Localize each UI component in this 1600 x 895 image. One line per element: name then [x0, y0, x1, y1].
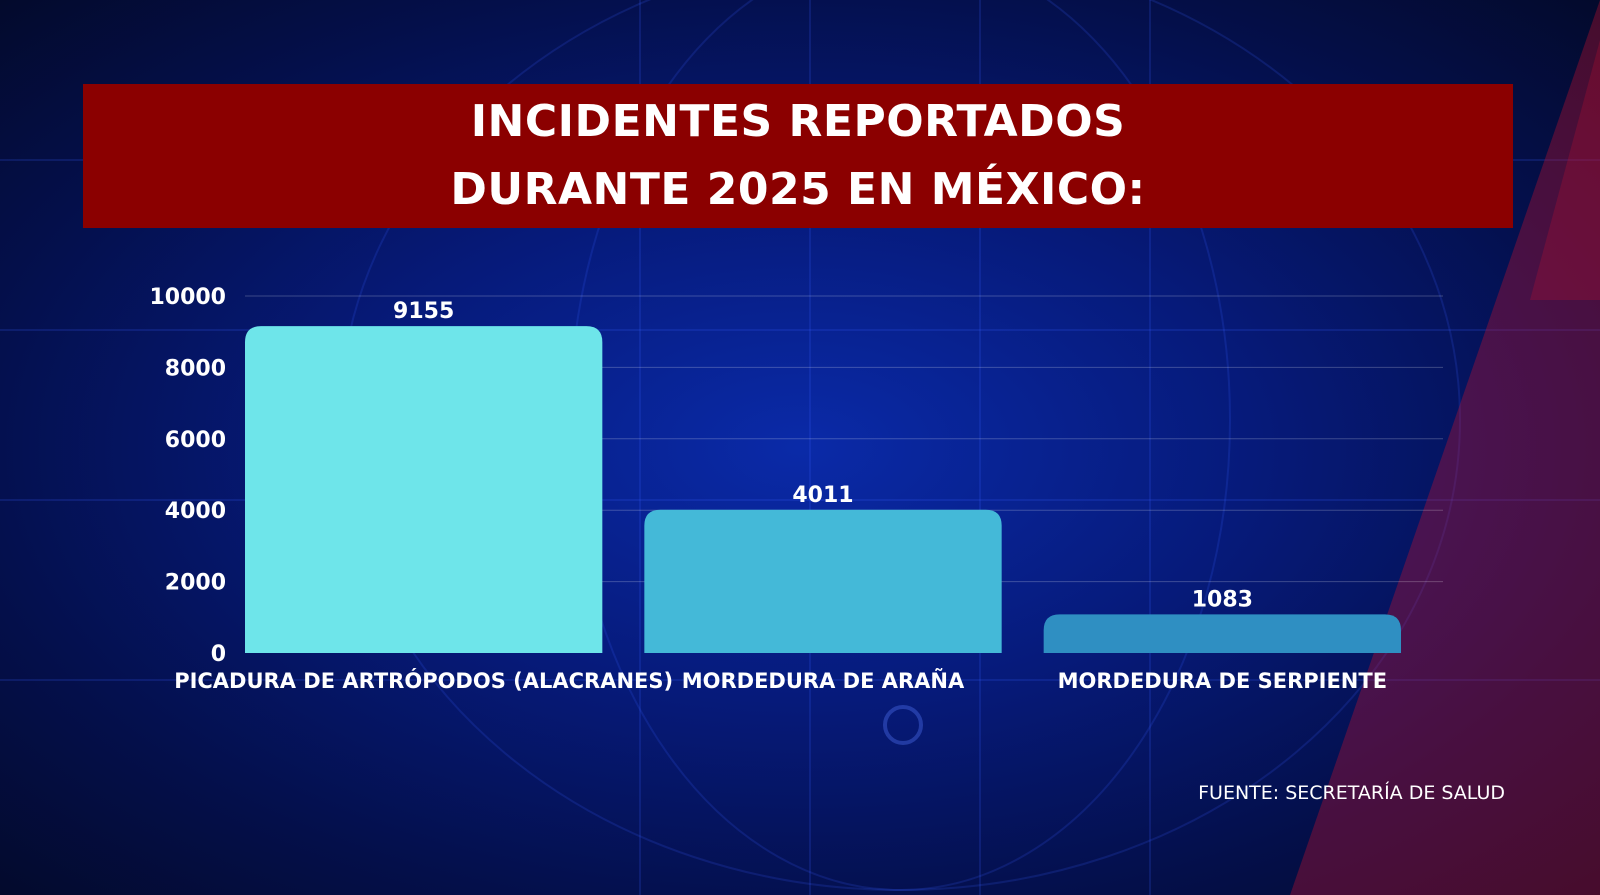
x-tick-label: PICADURA DE ARTRÓPODOS (ALACRANES) — [174, 668, 673, 693]
x-tick-label: MORDEDURA DE SERPIENTE — [1058, 669, 1387, 693]
data-label: 9155 — [393, 299, 454, 324]
title-banner: INCIDENTES REPORTADOS DURANTE 2025 EN MÉ… — [83, 84, 1513, 228]
bar — [644, 509, 1002, 653]
bar — [245, 326, 603, 653]
y-tick-label: 8000 — [165, 356, 226, 381]
title-line-2: DURANTE 2025 EN MÉXICO: — [450, 164, 1146, 215]
source-note: FUENTE: SECRETARÍA DE SALUD — [1198, 782, 1505, 804]
x-tick-label: MORDEDURA DE ARAÑA — [682, 668, 965, 693]
y-tick-label: 4000 — [165, 499, 226, 524]
bar — [1043, 614, 1401, 653]
y-tick-label: 6000 — [165, 428, 226, 453]
y-tick-label: 2000 — [165, 571, 226, 596]
y-tick-label: 0 — [211, 642, 226, 667]
data-label: 1083 — [1192, 587, 1253, 612]
data-label: 4011 — [792, 483, 853, 508]
y-tick-label: 10000 — [149, 285, 226, 310]
title-line-1: INCIDENTES REPORTADOS — [470, 96, 1126, 147]
